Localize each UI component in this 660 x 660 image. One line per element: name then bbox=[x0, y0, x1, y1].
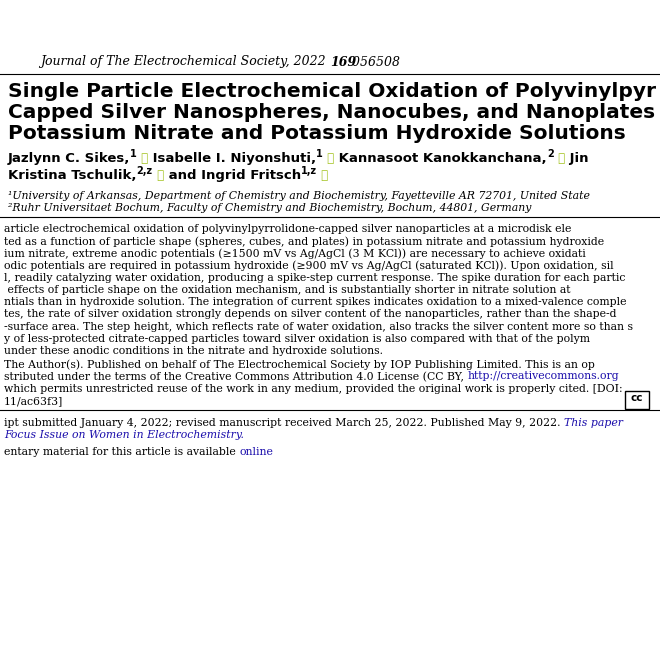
Text: Jazlynn C. Sikes,: Jazlynn C. Sikes, bbox=[8, 152, 131, 165]
Text: which permits unrestricted reuse of the work in any medium, provided the origina: which permits unrestricted reuse of the … bbox=[4, 383, 622, 393]
Text: Kannasoot Kanokkanchana,: Kannasoot Kanokkanchana, bbox=[334, 152, 547, 165]
Text: 11/ac63f3]: 11/ac63f3] bbox=[4, 396, 63, 406]
Text: ⓘ: ⓘ bbox=[152, 169, 164, 182]
Text: ⓘ: ⓘ bbox=[137, 152, 148, 165]
Text: Capped Silver Nanospheres, Nanocubes, and Nanoplates: Capped Silver Nanospheres, Nanocubes, an… bbox=[8, 103, 655, 122]
Text: Focus Issue on Women in Electrochemistry.: Focus Issue on Women in Electrochemistry… bbox=[4, 430, 244, 440]
Text: under these anodic conditions in the nitrate and hydroxide solutions.: under these anodic conditions in the nit… bbox=[4, 346, 383, 356]
Text: stributed under the terms of the Creative Commons Attribution 4.0 License (CC BY: stributed under the terms of the Creativ… bbox=[4, 372, 467, 381]
Text: Kristina Tschulik,: Kristina Tschulik, bbox=[8, 169, 137, 182]
Text: 1,z: 1,z bbox=[301, 166, 317, 176]
Text: article electrochemical oxidation of polyvinylpyrrolidone-capped silver nanopart: article electrochemical oxidation of pol… bbox=[4, 224, 572, 234]
Text: 056508: 056508 bbox=[348, 55, 400, 69]
Text: Journal of The Electrochemical Society, 2022: Journal of The Electrochemical Society, … bbox=[40, 55, 330, 69]
Text: ⓘ: ⓘ bbox=[317, 169, 328, 182]
Text: entary material for this article is available: entary material for this article is avai… bbox=[4, 447, 239, 457]
Text: 1: 1 bbox=[316, 149, 323, 159]
Text: odic potentials are required in potassium hydroxide (≥900 mV vs Ag/AgCl (saturat: odic potentials are required in potassiu… bbox=[4, 261, 614, 271]
FancyBboxPatch shape bbox=[625, 391, 649, 409]
Text: ted as a function of particle shape (spheres, cubes, and plates) in potassium ni: ted as a function of particle shape (sph… bbox=[4, 236, 604, 247]
Text: Single Particle Electrochemical Oxidation of Polyvinylpyr: Single Particle Electrochemical Oxidatio… bbox=[8, 82, 656, 101]
Text: 2: 2 bbox=[547, 149, 554, 159]
Text: cc: cc bbox=[631, 393, 643, 403]
Text: 1: 1 bbox=[131, 149, 137, 159]
Text: effects of particle shape on the oxidation mechanism, and is substantially short: effects of particle shape on the oxidati… bbox=[4, 285, 570, 295]
Text: ⓘ: ⓘ bbox=[554, 152, 565, 165]
Text: ium nitrate, extreme anodic potentials (≥1500 mV vs Ag/AgCl (3 M KCl)) are neces: ium nitrate, extreme anodic potentials (… bbox=[4, 248, 586, 259]
Text: ipt submitted January 4, 2022; revised manuscript received March 25, 2022. Publi: ipt submitted January 4, 2022; revised m… bbox=[4, 418, 564, 428]
Text: ²Ruhr Universitaet Bochum, Faculty of Chemistry and Biochemistry, Bochum, 44801,: ²Ruhr Universitaet Bochum, Faculty of Ch… bbox=[8, 203, 531, 213]
Text: 2,z: 2,z bbox=[137, 166, 152, 176]
Text: This paper: This paper bbox=[564, 418, 623, 428]
Text: -surface area. The step height, which reflects rate of water oxidation, also tra: -surface area. The step height, which re… bbox=[4, 321, 633, 331]
Text: tes, the rate of silver oxidation strongly depends on silver content of the nano: tes, the rate of silver oxidation strong… bbox=[4, 310, 616, 319]
Text: 169: 169 bbox=[330, 55, 356, 69]
Text: online: online bbox=[239, 447, 273, 457]
Text: and Ingrid Fritsch: and Ingrid Fritsch bbox=[164, 169, 301, 182]
Text: y of less-protected citrate-capped particles toward silver oxidation is also com: y of less-protected citrate-capped parti… bbox=[4, 334, 590, 344]
Text: Jin: Jin bbox=[565, 152, 588, 165]
Text: http://creativecommons.org: http://creativecommons.org bbox=[467, 372, 619, 381]
Text: ¹University of Arkansas, Department of Chemistry and Biochemistry, Fayetteville : ¹University of Arkansas, Department of C… bbox=[8, 191, 590, 201]
Text: The Author(s). Published on behalf of The Electrochemical Society by IOP Publish: The Author(s). Published on behalf of Th… bbox=[4, 359, 595, 370]
Text: Potassium Nitrate and Potassium Hydroxide Solutions: Potassium Nitrate and Potassium Hydroxid… bbox=[8, 124, 626, 143]
Text: ntials than in hydroxide solution. The integration of current spikes indicates o: ntials than in hydroxide solution. The i… bbox=[4, 297, 626, 307]
Text: Isabelle I. Niyonshuti,: Isabelle I. Niyonshuti, bbox=[148, 152, 316, 165]
Text: ⓘ: ⓘ bbox=[323, 152, 334, 165]
Text: l, readily catalyzing water oxidation, producing a spike-step current response. : l, readily catalyzing water oxidation, p… bbox=[4, 273, 626, 282]
